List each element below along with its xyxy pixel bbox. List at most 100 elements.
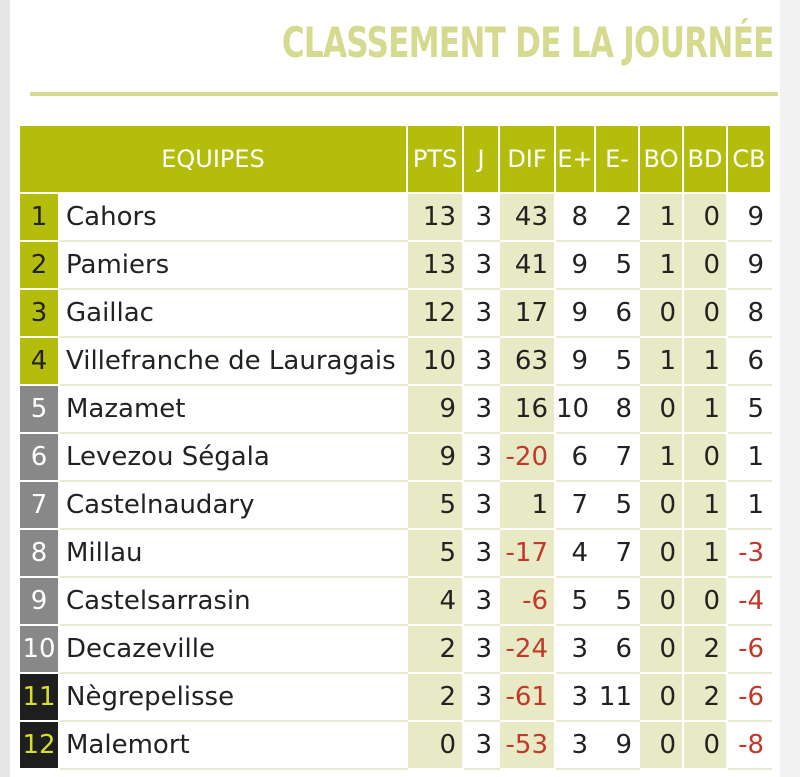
cb-cell: 6 [726,336,773,386]
table-row: 4 Villefranche de Lauragais 10 3 63 9 5 1 1 6 [18,336,773,386]
table-row: 11 Nègrepelisse 2 3 -61 3 11 0 2 -6 [18,672,773,722]
ep-cell: 4 [554,528,597,578]
bd-cell: 2 [682,672,729,722]
table-row: 1 Cahors 13 3 43 8 2 1 0 9 [18,192,773,242]
dif-cell: -61 [498,672,557,722]
rank-cell: 3 [18,288,60,338]
cb-cell: -3 [726,528,773,578]
team-name: Nègrepelisse [57,672,409,722]
bd-cell: 0 [682,576,729,626]
standings-card: CLASSEMENT DE LA JOURNÉE EQUIPES PTS J D… [0,0,780,777]
cb-cell: 1 [726,432,773,482]
cb-cell: -6 [726,672,773,722]
bd-cell: 1 [682,384,729,434]
ep-cell: 9 [554,240,597,290]
left-edge [0,0,10,777]
j-cell: 3 [462,720,501,770]
table-row: 10 Decazeville 2 3 -24 3 6 0 2 -6 [18,624,773,674]
rank-cell: 12 [18,720,60,770]
em-cell: 6 [594,288,641,338]
em-cell: 5 [594,576,641,626]
ep-cell: 6 [554,432,597,482]
table-row: 7 Castelnaudary 5 3 1 7 5 0 1 1 [18,480,773,530]
j-cell: 3 [462,672,501,722]
team-name: Gaillac [57,288,409,338]
pts-cell: 0 [406,720,465,770]
standings-table: EQUIPES PTS J DIF E+ E- BO BD CB 1 Cahors… [17,124,773,770]
cb-cell: 9 [726,240,773,290]
rank-cell: 7 [18,480,60,530]
em-cell: 6 [594,624,641,674]
header-eplus: E+ [554,124,597,194]
rank-cell: 4 [18,336,60,386]
bd-cell: 1 [682,528,729,578]
bo-cell: 1 [638,240,685,290]
bo-cell: 0 [638,624,685,674]
team-name: Pamiers [57,240,409,290]
dif-cell: 43 [498,192,557,242]
bo-cell: 0 [638,288,685,338]
bo-cell: 0 [638,672,685,722]
j-cell: 3 [462,288,501,338]
ep-cell: 10 [554,384,597,434]
bd-cell: 0 [682,432,729,482]
ep-cell: 7 [554,480,597,530]
em-cell: 8 [594,384,641,434]
rank-cell: 9 [18,576,60,626]
rank-cell: 6 [18,432,60,482]
table-row: 9 Castelsarrasin 4 3 -6 5 5 0 0 -4 [18,576,773,626]
dif-cell: -53 [498,720,557,770]
bd-cell: 0 [682,240,729,290]
bd-cell: 0 [682,192,729,242]
bo-cell: 1 [638,336,685,386]
bd-cell: 0 [682,288,729,338]
pts-cell: 13 [406,192,465,242]
pts-cell: 2 [406,672,465,722]
ep-cell: 5 [554,576,597,626]
cb-cell: 9 [726,192,773,242]
j-cell: 3 [462,192,501,242]
em-cell: 2 [594,192,641,242]
dif-cell: 17 [498,288,557,338]
cb-cell: -8 [726,720,773,770]
bd-cell: 1 [682,480,729,530]
pts-cell: 9 [406,432,465,482]
header-j: J [462,124,501,194]
pts-cell: 9 [406,384,465,434]
bd-cell: 2 [682,624,729,674]
bo-cell: 1 [638,192,685,242]
bo-cell: 0 [638,528,685,578]
dif-cell: -6 [498,576,557,626]
team-name: Decazeville [57,624,409,674]
bo-cell: 0 [638,720,685,770]
pts-cell: 5 [406,480,465,530]
j-cell: 3 [462,528,501,578]
header-bd: BD [682,124,729,194]
table-row: 6 Levezou Ségala 9 3 -20 6 7 1 0 1 [18,432,773,482]
rank-cell: 11 [18,672,60,722]
rank-cell: 1 [18,192,60,242]
em-cell: 11 [594,672,641,722]
dif-cell: -20 [498,432,557,482]
cb-cell: 5 [726,384,773,434]
team-name: Millau [57,528,409,578]
header-cb: CB [726,124,773,194]
bo-cell: 1 [638,432,685,482]
j-cell: 3 [462,480,501,530]
j-cell: 3 [462,336,501,386]
bd-cell: 0 [682,720,729,770]
em-cell: 5 [594,336,641,386]
pts-cell: 13 [406,240,465,290]
dif-cell: 63 [498,336,557,386]
em-cell: 5 [594,240,641,290]
rank-cell: 8 [18,528,60,578]
table-row: 5 Mazamet 9 3 16 10 8 0 1 5 [18,384,773,434]
ep-cell: 3 [554,672,597,722]
header-row: EQUIPES PTS J DIF E+ E- BO BD CB [17,124,773,194]
ep-cell: 9 [554,336,597,386]
cb-cell: 8 [726,288,773,338]
bo-cell: 0 [638,480,685,530]
page-title: CLASSEMENT DE LA JOURNÉE [282,18,775,67]
rank-cell: 10 [18,624,60,674]
em-cell: 9 [594,720,641,770]
